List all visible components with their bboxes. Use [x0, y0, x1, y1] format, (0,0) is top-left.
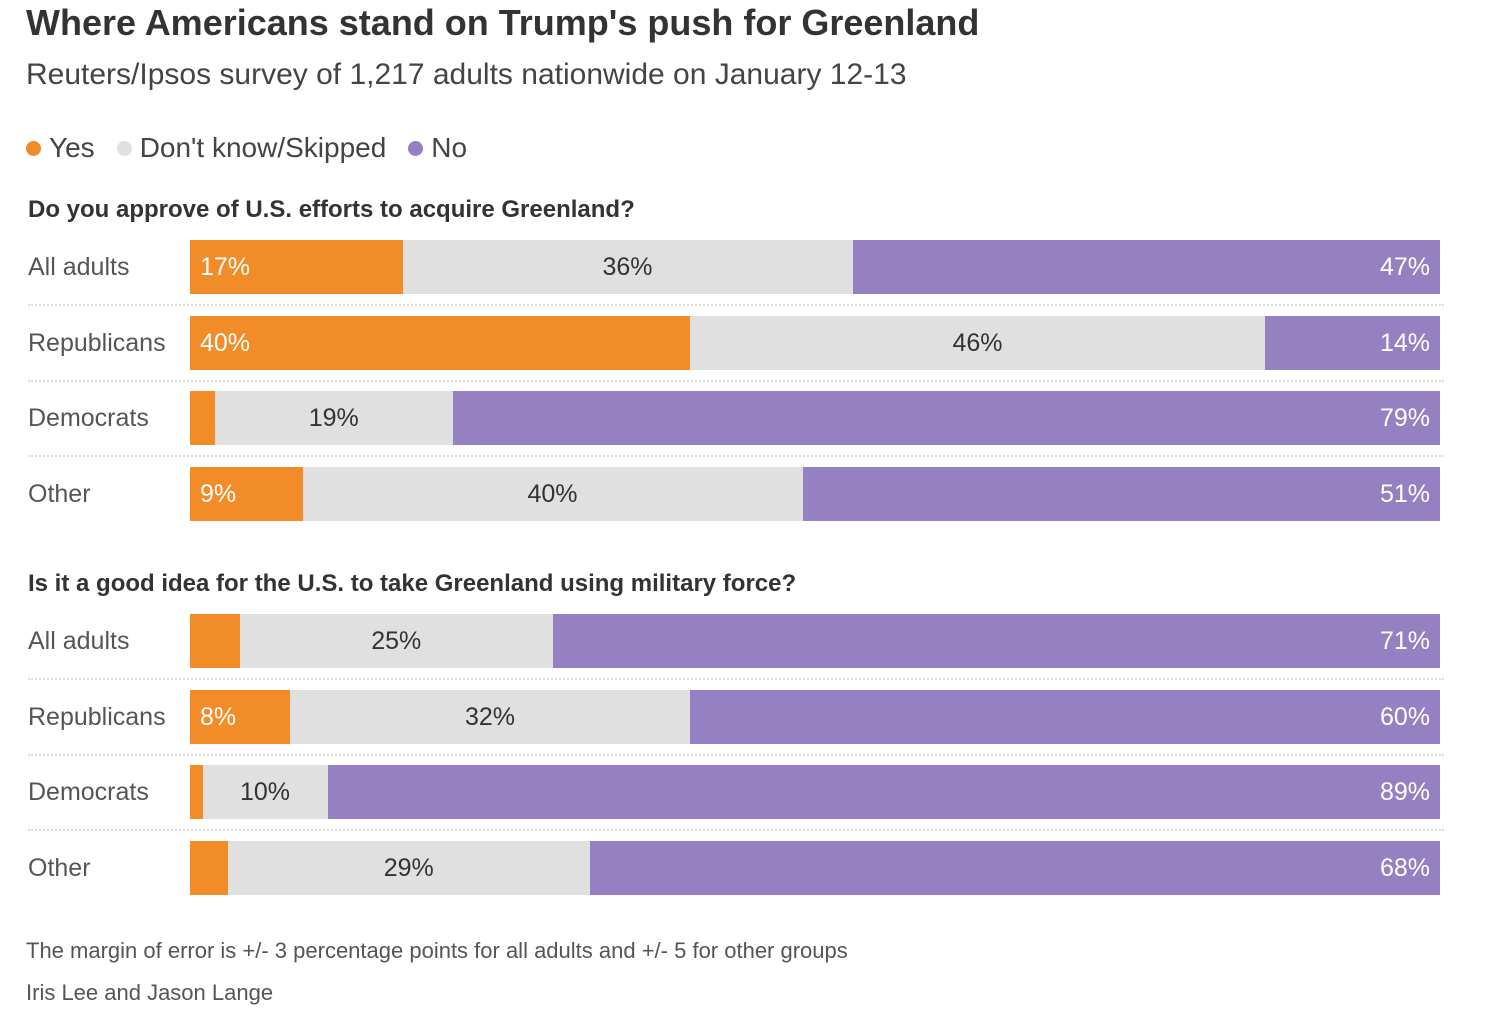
- data-label: 8%: [200, 703, 237, 731]
- legend-dot-no: [408, 140, 424, 156]
- bar-segment-don-t-know-skipped: [227, 841, 590, 895]
- bar-segment-don-t-know-skipped: [215, 391, 453, 445]
- legend-dot-yes: [26, 140, 41, 156]
- bar-segment-no: [327, 765, 1440, 819]
- data-label: 89%: [1379, 778, 1430, 806]
- bar-segment-yes: [190, 467, 303, 521]
- credit-line: Iris Lee and Jason Lange: [26, 980, 274, 1005]
- data-label: 46%: [952, 329, 1003, 357]
- legend: Yes Don't know/Skipped No: [26, 130, 489, 166]
- bar-segment-no: [802, 467, 1440, 521]
- category-label: Democrats: [28, 404, 149, 432]
- bar-segment-don-t-know-skipped: [302, 467, 803, 521]
- row-divider: [28, 455, 1444, 457]
- data-label: 17%: [200, 253, 251, 281]
- data-label: 10%: [239, 778, 291, 806]
- bar-segment-no: [690, 690, 1440, 744]
- bar-segment-yes: [190, 316, 690, 370]
- stacked-bar: 29% 68%: [190, 841, 1440, 895]
- bar-row-other: Other 29% 68%: [28, 841, 1444, 895]
- data-label: 32%: [464, 703, 516, 731]
- bar-row-other: Other 9% 40% 51%: [28, 467, 1444, 521]
- question-title: Do you approve of U.S. efforts to acquir…: [28, 196, 635, 223]
- data-label: 51%: [1379, 480, 1430, 508]
- data-label: 36%: [602, 253, 653, 281]
- data-label: 47%: [1379, 253, 1430, 281]
- bar-row-republicans: Republicans 40% 46% 14%: [28, 316, 1444, 370]
- bar-segment-don-t-know-skipped: [240, 614, 553, 668]
- category-label: Other: [28, 480, 91, 508]
- bar-row-democrats: Democrats 19% 79%: [28, 391, 1444, 445]
- data-label: 29%: [383, 854, 434, 882]
- stacked-bar: 8% 32% 60%: [190, 690, 1440, 744]
- bar-segment-yes: [190, 690, 290, 744]
- bar-segment-don-t-know-skipped: [290, 690, 690, 744]
- data-label: 19%: [308, 404, 359, 432]
- row-divider: [28, 829, 1444, 831]
- category-label: All adults: [28, 253, 130, 281]
- data-label: 71%: [1379, 627, 1430, 655]
- category-label: Republicans: [28, 329, 166, 357]
- bar-segment-don-t-know-skipped: [202, 765, 328, 819]
- legend-label-yes: Yes: [49, 132, 95, 163]
- bar-row-all-adults: All adults 17% 36% 47%: [28, 240, 1444, 294]
- row-divider: [28, 380, 1444, 382]
- stacked-bar: 9% 40% 51%: [190, 467, 1440, 521]
- category-label: All adults: [28, 627, 130, 655]
- footnote: The margin of error is +/- 3 percentage …: [26, 938, 848, 963]
- data-label: 25%: [371, 627, 422, 655]
- bar-segment-yes: [190, 841, 228, 895]
- data-label: 68%: [1379, 854, 1430, 882]
- data-label: 60%: [1379, 703, 1430, 731]
- data-label: 14%: [1379, 329, 1430, 357]
- bar-segment-yes: [190, 391, 215, 445]
- bar-row-democrats: Democrats 10% 89%: [28, 765, 1444, 819]
- data-label: 40%: [527, 480, 578, 508]
- stacked-bar: 17% 36% 47%: [190, 240, 1440, 294]
- legend-item-dont-know: Don't know/Skipped: [116, 132, 387, 164]
- stacked-bar: 25% 71%: [190, 614, 1440, 668]
- legend-label-dont-know: Don't know/Skipped: [139, 132, 387, 163]
- bar-segment-yes: [190, 614, 240, 668]
- legend-item-no: No: [408, 132, 467, 164]
- data-label: 79%: [1379, 404, 1430, 432]
- bar-segment-don-t-know-skipped: [402, 240, 853, 294]
- category-label: Republicans: [28, 703, 166, 731]
- bar-segment-no: [1265, 316, 1440, 370]
- row-divider: [28, 754, 1444, 756]
- row-divider: [28, 304, 1444, 306]
- legend-item-yes: Yes: [26, 132, 95, 164]
- bar-segment-no: [852, 240, 1440, 294]
- question-title: Is it a good idea for the U.S. to take G…: [28, 570, 797, 597]
- stacked-bar: 10% 89%: [190, 765, 1440, 819]
- data-label: 9%: [200, 480, 237, 508]
- category-label: Democrats: [28, 778, 149, 806]
- bar-segment-yes: [190, 240, 403, 294]
- bar-segment-no: [452, 391, 1440, 445]
- data-label: 40%: [200, 329, 251, 357]
- bar-row-republicans: Republicans 8% 32% 60%: [28, 690, 1444, 744]
- stacked-bar: 19% 79%: [190, 391, 1440, 445]
- bar-segment-don-t-know-skipped: [690, 316, 1265, 370]
- legend-dot-dont-know: [116, 140, 132, 156]
- bar-segment-no: [552, 614, 1440, 668]
- bar-segment-yes: [190, 765, 203, 819]
- bar-segment-no: [590, 841, 1440, 895]
- row-divider: [28, 678, 1444, 680]
- chart-subtitle: Reuters/Ipsos survey of 1,217 adults nat…: [26, 58, 907, 91]
- stacked-bar: 40% 46% 14%: [190, 316, 1440, 370]
- bar-row-all-adults: All adults 25% 71%: [28, 614, 1444, 668]
- legend-label-no: No: [431, 132, 468, 163]
- chart-title: Where Americans stand on Trump's push fo…: [26, 2, 980, 43]
- category-label: Other: [28, 854, 91, 882]
